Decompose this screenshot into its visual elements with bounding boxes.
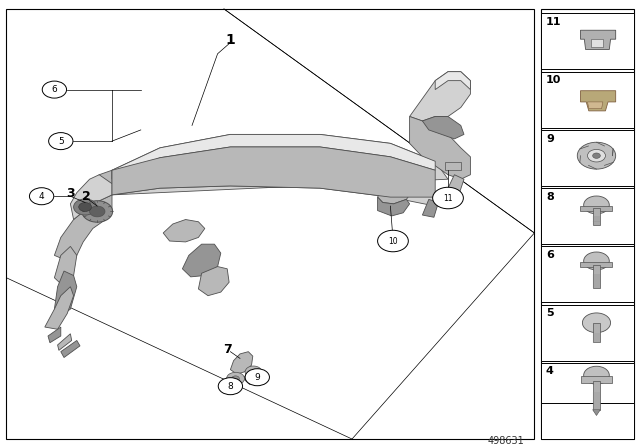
Polygon shape xyxy=(112,147,435,197)
Polygon shape xyxy=(593,409,600,416)
Polygon shape xyxy=(410,72,470,121)
Text: 5: 5 xyxy=(58,137,63,146)
Bar xyxy=(541,305,634,361)
Text: 8: 8 xyxy=(546,192,554,202)
Text: 3: 3 xyxy=(66,187,75,201)
Circle shape xyxy=(433,187,463,209)
Polygon shape xyxy=(435,72,470,90)
Bar xyxy=(445,162,461,170)
Circle shape xyxy=(218,378,243,395)
Bar xyxy=(580,262,612,267)
Polygon shape xyxy=(70,175,112,220)
Circle shape xyxy=(582,313,611,332)
Polygon shape xyxy=(230,352,253,374)
Text: 2: 2 xyxy=(82,190,91,203)
Circle shape xyxy=(584,366,609,384)
Text: 10: 10 xyxy=(546,75,561,85)
Text: 1: 1 xyxy=(225,33,236,47)
Text: 4: 4 xyxy=(39,192,44,201)
Circle shape xyxy=(584,252,609,270)
Circle shape xyxy=(577,142,616,169)
Polygon shape xyxy=(93,170,112,199)
Circle shape xyxy=(227,372,244,385)
Text: 5: 5 xyxy=(546,308,554,318)
Bar xyxy=(541,130,634,186)
Polygon shape xyxy=(198,267,229,296)
Polygon shape xyxy=(422,199,438,217)
Circle shape xyxy=(232,376,239,381)
Circle shape xyxy=(29,188,54,205)
Text: 6: 6 xyxy=(52,85,57,94)
Polygon shape xyxy=(591,39,603,47)
Text: 9: 9 xyxy=(546,134,554,143)
Bar xyxy=(580,206,612,211)
Polygon shape xyxy=(54,271,77,316)
Text: 11: 11 xyxy=(546,17,561,27)
Bar xyxy=(593,264,600,288)
Bar xyxy=(593,323,600,342)
Circle shape xyxy=(42,81,67,98)
Polygon shape xyxy=(112,134,435,179)
Polygon shape xyxy=(378,197,410,216)
Text: 7: 7 xyxy=(223,343,232,356)
Bar xyxy=(541,363,634,419)
Bar xyxy=(541,403,634,439)
Circle shape xyxy=(588,149,605,162)
Bar xyxy=(593,381,600,409)
Polygon shape xyxy=(448,175,464,193)
Text: 6: 6 xyxy=(546,250,554,260)
Text: 9: 9 xyxy=(255,373,260,382)
Circle shape xyxy=(79,202,92,211)
Text: 8: 8 xyxy=(228,382,233,391)
Polygon shape xyxy=(422,116,464,139)
Circle shape xyxy=(584,196,609,214)
Bar xyxy=(581,376,612,383)
Circle shape xyxy=(90,206,105,217)
Polygon shape xyxy=(243,370,257,384)
Bar xyxy=(541,9,634,439)
Polygon shape xyxy=(378,175,413,204)
Polygon shape xyxy=(580,30,616,49)
Bar xyxy=(541,246,634,302)
Bar xyxy=(593,208,600,225)
Polygon shape xyxy=(54,195,112,262)
Polygon shape xyxy=(45,287,74,329)
Circle shape xyxy=(49,133,73,150)
Polygon shape xyxy=(588,102,603,109)
Polygon shape xyxy=(58,334,72,350)
Text: 4: 4 xyxy=(546,366,554,376)
Bar xyxy=(541,188,634,244)
Polygon shape xyxy=(580,90,616,111)
Bar xyxy=(541,72,634,128)
Text: 498631: 498631 xyxy=(488,436,525,446)
Circle shape xyxy=(82,201,113,222)
Polygon shape xyxy=(54,246,77,287)
Text: 10: 10 xyxy=(388,237,398,246)
Circle shape xyxy=(378,230,408,252)
Circle shape xyxy=(245,369,269,386)
Bar xyxy=(541,13,634,69)
Polygon shape xyxy=(48,327,61,343)
Polygon shape xyxy=(112,134,448,206)
Circle shape xyxy=(593,153,600,158)
Bar xyxy=(6,9,534,439)
Text: 11: 11 xyxy=(444,194,452,202)
Polygon shape xyxy=(61,340,80,358)
Circle shape xyxy=(74,199,97,215)
Circle shape xyxy=(245,366,262,378)
Polygon shape xyxy=(410,116,470,179)
Polygon shape xyxy=(163,220,205,242)
Polygon shape xyxy=(182,244,221,277)
